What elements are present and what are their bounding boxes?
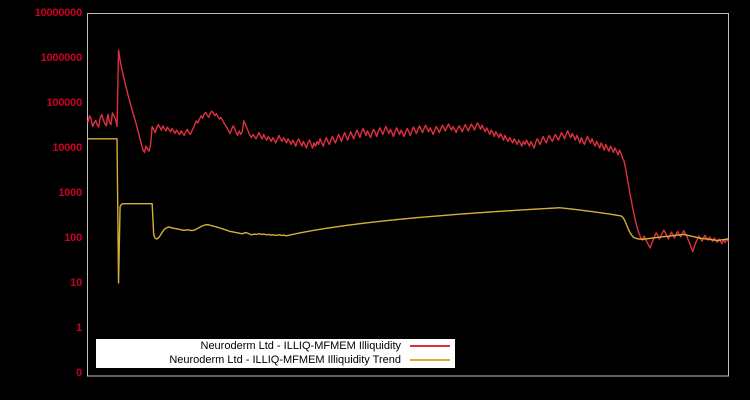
- y-axis-tick-10: 10: [70, 277, 82, 289]
- y-axis-tick-10000: 10000: [52, 142, 82, 154]
- legend-label-illiquidity-trend: Neuroderm Ltd - ILLIQ-MFMEM Illiquidity …: [169, 353, 401, 366]
- chart-legend[interactable]: Neuroderm Ltd - ILLIQ-MFMEM Illiquidity …: [96, 339, 455, 368]
- series-line-illiquidity-trend: [87, 138, 729, 284]
- legend-entry[interactable]: Neuroderm Ltd - ILLIQ-MFMEM Illiquidity …: [96, 353, 455, 367]
- y-axis-tick-1000: 1000: [58, 187, 82, 199]
- y-axis-tick-100: 100: [64, 232, 82, 244]
- y-axis-tick-0: 0: [76, 367, 82, 379]
- data-series-group: [87, 49, 729, 284]
- legend-swatch-illiquidity: [410, 345, 450, 347]
- y-axis-tick-100000: 100000: [46, 97, 82, 109]
- plot-axes-frame: [87, 13, 729, 377]
- legend-swatch-illiquidity-trend: [410, 359, 450, 361]
- y-axis-tick-1000000: 1000000: [40, 52, 83, 64]
- legend-entry[interactable]: Neuroderm Ltd - ILLIQ-MFMEM Illiquidity: [96, 339, 455, 353]
- legend-label-illiquidity: Neuroderm Ltd - ILLIQ-MFMEM Illiquidity: [200, 339, 402, 352]
- series-line-illiquidity: [87, 49, 729, 253]
- y-axis-tick-1: 1: [76, 322, 82, 334]
- y-axis-tick-10000000: 10000000: [34, 7, 83, 19]
